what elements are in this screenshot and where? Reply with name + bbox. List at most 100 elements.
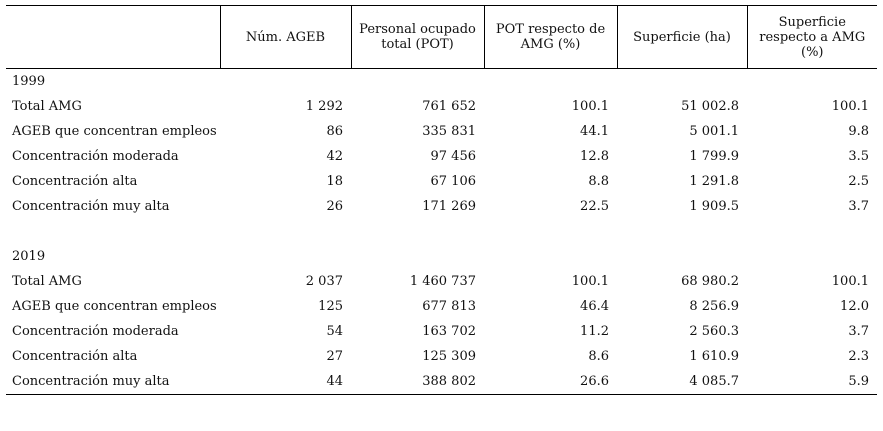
superficie-cell: 51 002.8 [681, 99, 739, 114]
superficie-pct-cell: 2.3 [848, 349, 869, 364]
pot-cell: 677 813 [422, 299, 476, 314]
row-label: Concentración muy alta [12, 199, 170, 214]
superficie-cell: 2 560.3 [689, 324, 739, 339]
data-table: Núm. AGEB Personal ocupado total (POT) P… [6, 5, 877, 395]
row-label: AGEB que concentran empleos [12, 299, 217, 314]
year-label: 2019 [12, 249, 46, 264]
superficie-pct-cell: 12.0 [840, 299, 869, 314]
superficie-cell: 1 610.9 [689, 349, 739, 364]
empty-cell [484, 69, 617, 95]
year-row: 1999 [6, 69, 877, 95]
superficie-pct-cell: 5.9 [747, 369, 877, 395]
header-label-column [6, 5, 221, 69]
row-label: Total AMG [12, 99, 82, 114]
pot-pct-cell: 100.1 [571, 274, 609, 289]
superficie-cell: 1 291.8 [689, 174, 739, 189]
superficie-pct-cell: 9.8 [848, 124, 869, 139]
pot-cell: 163 702 [422, 324, 476, 339]
spacer-cell [351, 219, 484, 244]
superficie-pct-cell: 100.1 [831, 274, 869, 289]
spacer-row [6, 219, 877, 244]
spacer-cell [484, 219, 617, 244]
num-ageb-cell: 26 [326, 199, 343, 214]
row-label: Concentración alta [12, 174, 138, 189]
header-superficie: Superficie (ha) [617, 5, 748, 69]
superficie-cell: 1 909.5 [689, 199, 739, 214]
empty-cell [617, 244, 747, 269]
row-label: Concentración moderada [12, 324, 179, 339]
num-ageb-cell: 125 [318, 299, 343, 314]
pot-pct-cell: 44.1 [580, 124, 609, 139]
pot-pct-cell: 26.6 [484, 369, 617, 395]
pot-cell: 97 456 [430, 149, 477, 164]
row-label: Concentración alta [12, 349, 138, 364]
table-row: Concentración moderada 54 163 702 11.2 2 560… [6, 319, 877, 344]
num-ageb-cell: 42 [326, 149, 343, 164]
empty-cell [220, 69, 351, 95]
pot-cell: 171 269 [422, 199, 476, 214]
pot-cell: 1 460 737 [409, 274, 476, 289]
table-row: Concentración muy alta 26 171 269 22.5 1 909… [6, 194, 877, 219]
num-ageb-cell: 86 [326, 124, 343, 139]
pot-cell: 761 652 [422, 99, 476, 114]
table-row: Concentración muy alta 44 388 802 26.6 4 085… [6, 369, 877, 395]
superficie-pct-cell: 100.1 [831, 99, 869, 114]
num-ageb-cell: 54 [326, 324, 343, 339]
year-label: 1999 [12, 74, 46, 89]
pot-pct-cell: 12.8 [580, 149, 609, 164]
year-row: 2019 [6, 244, 877, 269]
superficie-cell: 68 980.2 [681, 274, 739, 289]
header-num-ageb: Núm. AGEB [220, 5, 352, 69]
pot-pct-cell: 46.4 [580, 299, 609, 314]
empty-cell [484, 244, 617, 269]
pot-pct-cell: 11.2 [580, 324, 609, 339]
superficie-pct-cell: 2.5 [848, 174, 869, 189]
row-label: AGEB que concentran empleos [12, 124, 217, 139]
empty-cell [747, 69, 877, 95]
superficie-cell: 8 256.9 [689, 299, 739, 314]
table-row: Total AMG 1 292 761 652 100.1 51 002.8 100.1 [6, 94, 877, 119]
header-superficie-pct: Superficie respecto a AMG (%) [747, 5, 877, 69]
pot-pct-cell: 8.8 [588, 174, 609, 189]
num-ageb-cell: 44 [220, 369, 351, 395]
num-ageb-cell: 27 [326, 349, 343, 364]
table-body: 1999 Total AMG 1 292 761 652 100.1 51 002.8 10… [6, 69, 877, 395]
empty-cell [220, 244, 351, 269]
table-row: Concentración alta 18 67 106 8.8 1 291.8 2.5 [6, 169, 877, 194]
spacer-cell [617, 219, 747, 244]
pot-pct-cell: 8.6 [588, 349, 609, 364]
table-row: AGEB que concentran empleos 86 335 831 44.1… [6, 119, 877, 144]
pot-cell: 388 802 [351, 369, 484, 395]
empty-cell [351, 244, 484, 269]
num-ageb-cell: 18 [326, 174, 343, 189]
num-ageb-cell: 2 037 [305, 274, 343, 289]
pot-pct-cell: 22.5 [580, 199, 609, 214]
empty-cell [747, 244, 877, 269]
table-row: Concentración alta 27 125 309 8.6 1 610.9 2.3 [6, 344, 877, 369]
row-label: Total AMG [12, 274, 82, 289]
header-pot-pct: POT respecto de AMG (%) [484, 5, 618, 69]
table-row: Total AMG 2 037 1 460 737 100.1 68 980.2 100.… [6, 269, 877, 294]
superficie-pct-cell: 3.7 [848, 324, 869, 339]
superficie-pct-cell: 3.5 [848, 149, 869, 164]
superficie-cell: 4 085.7 [617, 369, 747, 395]
pot-cell: 67 106 [430, 174, 477, 189]
empty-cell [617, 69, 747, 95]
header-row: Núm. AGEB Personal ocupado total (POT) P… [6, 5, 877, 69]
table-row: Concentración moderada 42 97 456 12.8 1 799.… [6, 144, 877, 169]
empty-cell [351, 69, 484, 95]
spacer-cell [220, 219, 351, 244]
table-row: AGEB que concentran empleos 125 677 813 46.… [6, 294, 877, 319]
spacer-cell [6, 219, 220, 244]
row-label: Concentración muy alta [6, 369, 220, 395]
row-label: Concentración moderada [12, 149, 179, 164]
num-ageb-cell: 1 292 [305, 99, 343, 114]
pot-cell: 125 309 [422, 349, 476, 364]
superficie-cell: 5 001.1 [689, 124, 739, 139]
header-pot: Personal ocupado total (POT) [351, 5, 485, 69]
superficie-cell: 1 799.9 [689, 149, 739, 164]
pot-pct-cell: 100.1 [571, 99, 609, 114]
spacer-cell [747, 219, 877, 244]
pot-cell: 335 831 [422, 124, 476, 139]
superficie-pct-cell: 3.7 [848, 199, 869, 214]
